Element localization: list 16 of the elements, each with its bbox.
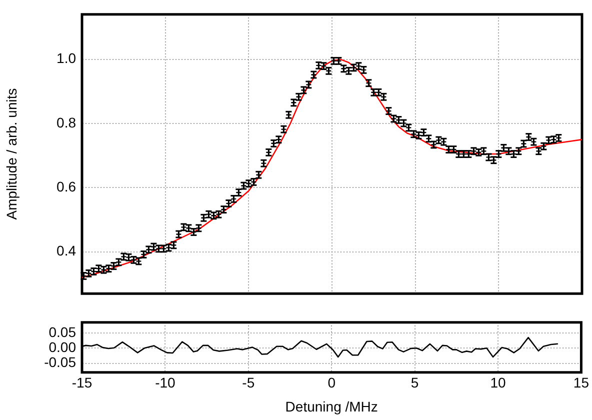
x-axis-title: Detuning /MHz xyxy=(285,398,378,414)
y-tick-label: -0.05 xyxy=(44,354,76,370)
y-tick-label: 0.00 xyxy=(48,339,76,356)
x-tick-label: -10 xyxy=(155,374,176,391)
y-tick-label: 0.8 xyxy=(56,114,76,130)
y-tick-label: 1.0 xyxy=(56,50,76,66)
y-tick-label: 0.4 xyxy=(56,242,76,259)
y-tick-label: 0.05 xyxy=(48,324,76,340)
x-tick-label: -5 xyxy=(242,374,255,391)
x-tick-label: 10 xyxy=(490,374,506,391)
x-tick-label: -15 xyxy=(72,374,92,391)
x-tick-label: 0 xyxy=(328,374,336,391)
y-tick-label: 0.6 xyxy=(56,178,76,195)
x-tick-label: 15 xyxy=(573,374,590,391)
x-tick-label: 5 xyxy=(410,374,419,391)
y-axis-title: Amplitude / arb. units xyxy=(3,88,20,220)
